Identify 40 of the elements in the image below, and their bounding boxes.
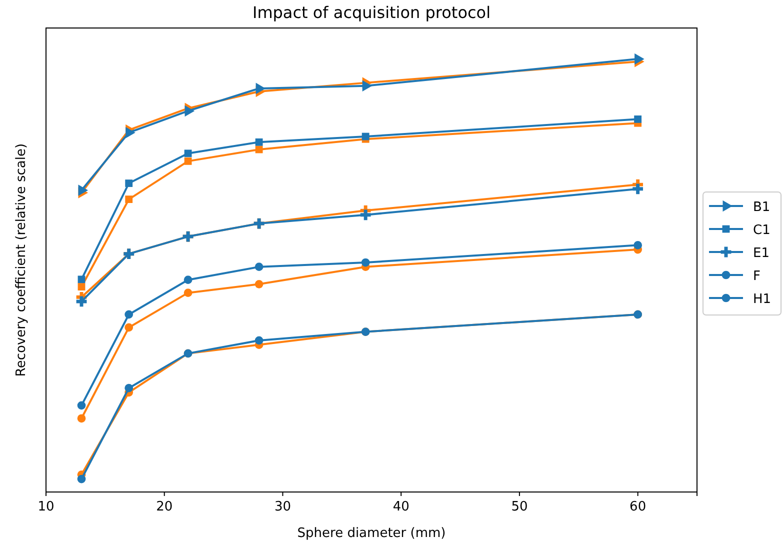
point (77, 414, 86, 423)
point (78, 276, 86, 284)
point (78, 283, 86, 290)
point (184, 288, 192, 297)
legend-label: B1 (753, 200, 770, 215)
chart-title: Impact of acquisition protocol (252, 3, 491, 22)
y-axis-title: Recovery coefficient (relative scale) (14, 143, 29, 377)
x-tick-label: 40 (392, 500, 410, 515)
point (360, 210, 371, 220)
point (634, 241, 642, 250)
point (76, 296, 87, 307)
point (254, 280, 264, 288)
x-axis-title: Sphere diameter (mm) (297, 526, 446, 541)
x-tick-label: 50 (511, 500, 528, 515)
point (254, 336, 264, 345)
x-tick-label: 30 (274, 500, 291, 515)
legend-label: C1 (753, 223, 770, 238)
x-tick-label: 20 (156, 500, 173, 515)
legend-label: F (753, 269, 760, 284)
point (124, 384, 134, 392)
point (634, 115, 642, 123)
x-tick-label: 60 (630, 500, 646, 515)
point (255, 146, 263, 154)
point (125, 180, 133, 187)
legend-label: H1 (753, 292, 772, 307)
point (184, 157, 192, 165)
point (184, 150, 192, 158)
point (361, 258, 370, 267)
point (124, 310, 134, 319)
point (255, 138, 263, 146)
point (124, 323, 134, 332)
point (632, 184, 644, 194)
point (77, 401, 86, 410)
legend-label: E1 (753, 246, 770, 261)
point (125, 196, 133, 203)
point (77, 474, 86, 484)
point (362, 132, 370, 140)
point (254, 262, 264, 272)
x-tick-label: 10 (38, 500, 54, 515)
point (184, 276, 192, 284)
